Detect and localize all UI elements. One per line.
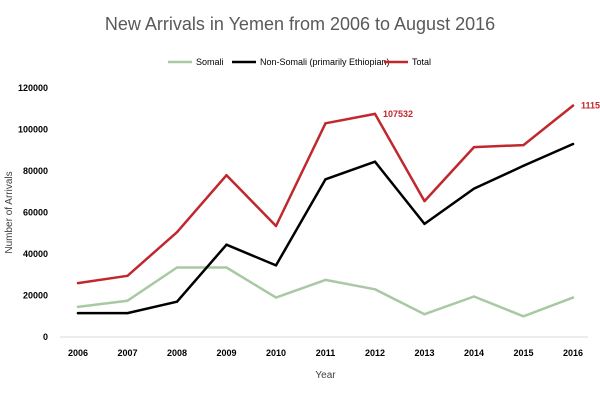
data-point xyxy=(175,300,179,303)
x-axis-label: Year xyxy=(315,370,336,381)
data-point xyxy=(126,299,129,302)
y-tick-label: 100000 xyxy=(18,125,48,135)
y-tick-label: 120000 xyxy=(18,83,48,93)
series-line-2 xyxy=(76,104,575,285)
x-tick-label: 2013 xyxy=(414,348,434,358)
data-point xyxy=(472,145,476,149)
x-tick-label: 2006 xyxy=(68,348,88,358)
data-point xyxy=(225,266,228,269)
data-point xyxy=(472,187,476,190)
data-point xyxy=(225,173,228,177)
x-tick-label: 2011 xyxy=(316,348,336,358)
y-tick-label: 40000 xyxy=(23,249,48,259)
x-tick-label: 2010 xyxy=(266,348,286,358)
y-tick-label: 0 xyxy=(43,332,48,342)
data-point xyxy=(373,112,377,116)
data-point xyxy=(274,224,278,228)
data-point xyxy=(126,311,129,315)
data-point xyxy=(472,295,476,298)
x-tick-label: 2015 xyxy=(513,348,533,358)
data-point xyxy=(175,266,179,269)
data-label: 111500 xyxy=(581,101,600,111)
x-tick-label: 2007 xyxy=(117,348,137,358)
data-point xyxy=(225,243,228,246)
data-point xyxy=(423,222,426,226)
y-tick-label: 20000 xyxy=(23,291,48,301)
x-tick-label: 2014 xyxy=(464,348,484,358)
y-tick-label: 60000 xyxy=(23,208,48,218)
series-line-1 xyxy=(76,142,575,315)
chart-title: New Arrivals in Yemen from 2006 to Augus… xyxy=(105,14,495,34)
x-tick-label: 2012 xyxy=(365,348,385,358)
annotation-layer: 107532 111500 xyxy=(383,101,600,119)
data-point xyxy=(522,315,525,318)
data-point xyxy=(324,278,327,282)
data-point xyxy=(522,143,525,147)
y-axis: 0 20000 40000 60000 80000 100000 120000 xyxy=(18,83,48,342)
data-point xyxy=(76,311,80,315)
data-point xyxy=(522,164,525,168)
data-point xyxy=(274,264,278,267)
x-tick-label: 2009 xyxy=(216,348,236,358)
y-axis-label: Number of Arrivals xyxy=(4,171,15,253)
series-layer xyxy=(76,104,575,318)
data-point xyxy=(126,274,129,277)
data-point xyxy=(571,142,575,146)
legend: Somali Non-Somali (primarily Ethiopian) To… xyxy=(168,57,431,67)
data-point xyxy=(571,296,575,299)
data-point xyxy=(423,199,426,203)
x-axis: 2006 2007 2008 2009 2010 2011 2012 2013 2014 2015… xyxy=(68,348,583,358)
y-tick-label: 80000 xyxy=(23,166,48,176)
data-point xyxy=(274,296,278,299)
data-point xyxy=(373,288,377,291)
legend-label: Non-Somali (primarily Ethiopian) xyxy=(260,57,390,67)
data-label: 107532 xyxy=(383,109,413,119)
x-tick-label: 2008 xyxy=(167,348,187,358)
data-point xyxy=(373,160,377,163)
data-point xyxy=(324,178,327,181)
legend-label: Total xyxy=(412,57,431,67)
data-point xyxy=(571,104,575,107)
x-tick-label: 2016 xyxy=(563,348,583,358)
data-point xyxy=(423,312,426,316)
data-point xyxy=(324,122,327,125)
series-line-0 xyxy=(76,266,575,318)
legend-label: Somali xyxy=(196,57,224,67)
data-point xyxy=(175,231,179,234)
data-point xyxy=(76,281,80,285)
data-point xyxy=(76,305,80,309)
